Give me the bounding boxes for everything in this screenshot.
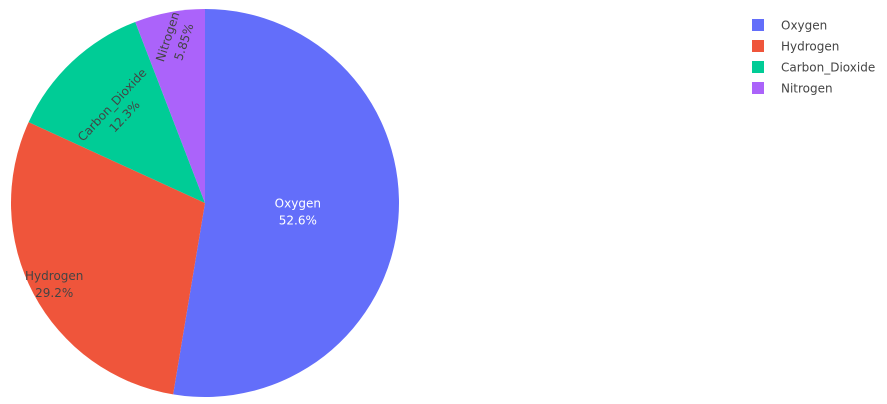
legend-swatch-carbon-dioxide[interactable] — [752, 61, 764, 73]
legend-label-nitrogen[interactable]: Nitrogen — [781, 82, 833, 96]
pie-slice-nitrogen[interactable] — [135, 8, 205, 203]
legend-label-hydrogen[interactable]: Hydrogen — [781, 40, 839, 54]
slice-label-oxygen: Oxygen 52.6% — [275, 197, 321, 228]
legend-label-carbon-dioxide[interactable]: Carbon_Dioxide — [781, 61, 875, 75]
pie-slice-carbon-dioxide[interactable] — [28, 21, 205, 203]
legend-swatch-nitrogen[interactable] — [752, 82, 764, 94]
legend: Oxygen Hydrogen Carbon_Dioxide Nitrogen — [752, 19, 875, 96]
pie-slices — [11, 8, 400, 397]
legend-label-oxygen[interactable]: Oxygen — [781, 19, 827, 33]
pie-slice-hydrogen[interactable] — [11, 122, 206, 395]
pie-slice-oxygen[interactable] — [173, 9, 400, 397]
legend-swatch-hydrogen[interactable] — [752, 40, 764, 52]
slice-label-hydrogen: Hydrogen 29.2% — [25, 269, 83, 300]
legend-swatch-oxygen[interactable] — [752, 19, 764, 31]
